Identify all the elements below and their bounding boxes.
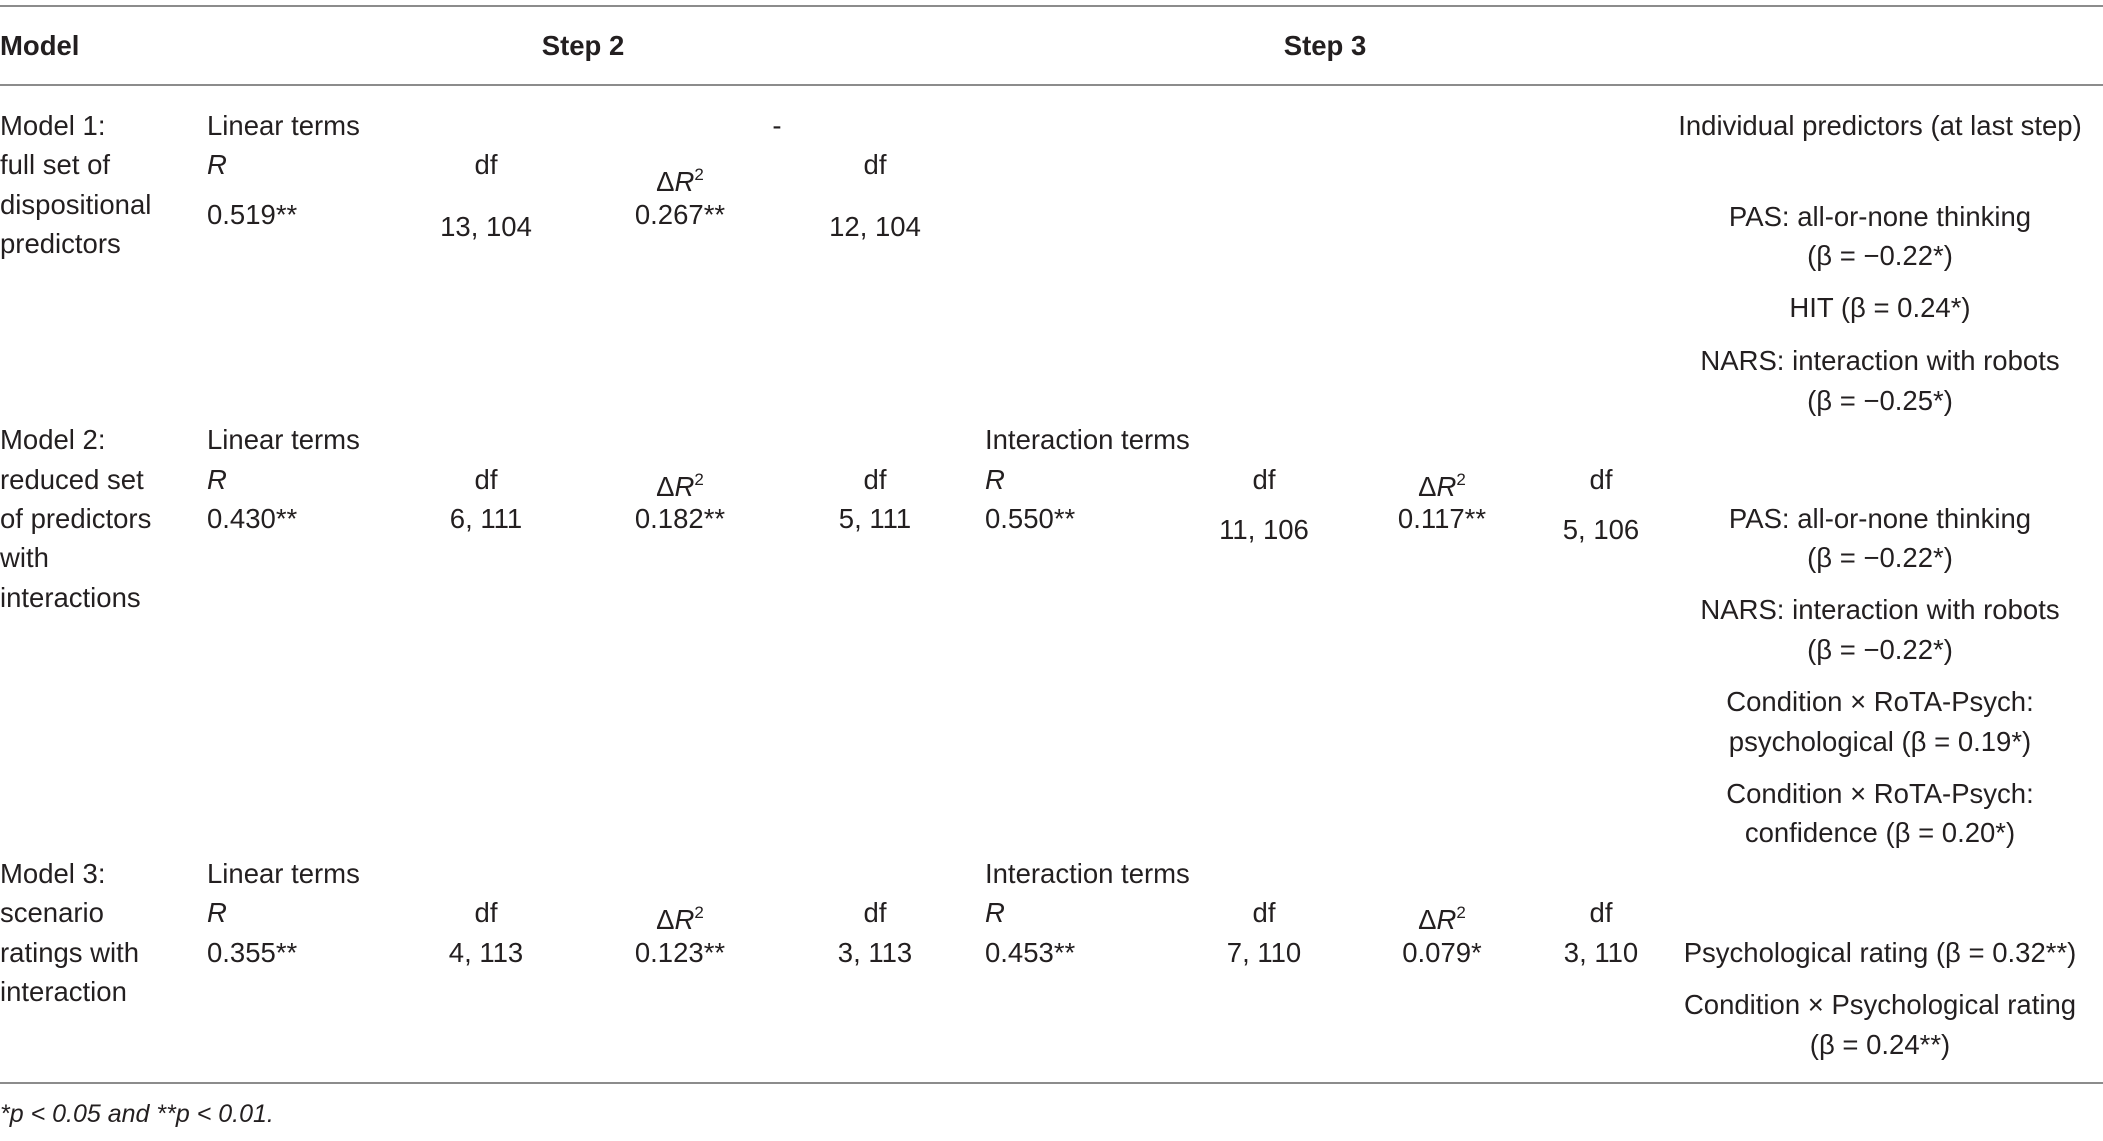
r2-base: R <box>1436 904 1457 935</box>
predictor-line: confidence (β = 0.20*) <box>1744 817 2016 848</box>
step2-r-df: 6, 111 <box>449 503 523 534</box>
table-footnote: *p < 0.05 and **p < 0.01. <box>0 1100 274 1128</box>
step2-r-value: 0.430** <box>207 503 298 534</box>
delta-r2-label: ΔR2 <box>620 460 740 507</box>
step3-dr2-df: 5, 106 <box>1562 514 1640 545</box>
df-label: df <box>1252 464 1276 495</box>
predictor-line: PAS: all-or-none thinking <box>1728 503 2032 534</box>
predictor-line: HIT (β = 0.24*) <box>1789 292 1971 323</box>
step3-dr2-value: 0.117** <box>1397 503 1487 534</box>
delta-symbol: Δ <box>1418 471 1437 502</box>
predictor-line: psychological (β = 0.19*) <box>1728 726 2032 757</box>
step3-dr2-df: 3, 110 <box>1563 937 1639 968</box>
predictor-line: Condition × RoTA-Psych: <box>1726 686 2034 717</box>
step3-r-value: 0.453** <box>985 937 1076 968</box>
r2-sup: 2 <box>1456 470 1466 489</box>
model-line: Model 2: <box>0 424 106 455</box>
model-line: Model 1: <box>0 110 106 141</box>
r2-base: R <box>674 904 695 935</box>
delta-r2-label: ΔR2 <box>1382 460 1502 507</box>
step3-r-df: 7, 110 <box>1226 937 1302 968</box>
step2-dr2-value: 0.182** <box>634 503 726 534</box>
df-label: df <box>863 897 887 928</box>
individual-predictors-header: Individual predictors (at last step) <box>1678 110 2082 141</box>
step2-r-value: 0.519** <box>207 199 298 230</box>
top-rule <box>0 5 2103 7</box>
r2-base: R <box>1436 471 1457 502</box>
interaction-terms-label: Interaction terms <box>985 858 1190 889</box>
step3-dash: - <box>772 110 782 141</box>
delta-symbol: Δ <box>1418 904 1437 935</box>
predictor-line: Condition × Psychological rating <box>1683 989 2077 1020</box>
predictor-line: (β = −0.22*) <box>1807 240 1953 271</box>
header-rule <box>0 84 2103 86</box>
delta-r2-label: ΔR2 <box>620 155 740 202</box>
delta-symbol: Δ <box>656 166 675 197</box>
predictor-line: NARS: interaction with robots <box>1700 594 2060 625</box>
model-line: reduced set <box>0 464 144 495</box>
predictor-line: (β = −0.22*) <box>1807 542 1953 573</box>
model-line: ratings with <box>0 937 140 968</box>
linear-terms-label: Linear terms <box>207 110 360 141</box>
model-line: of predictors <box>0 503 152 534</box>
model-line: scenario <box>0 897 104 928</box>
model-line: Model 3: <box>0 858 106 889</box>
r-label: R <box>985 464 1005 495</box>
df-label: df <box>863 149 887 180</box>
header-step3: Step 3 <box>1283 30 1367 61</box>
step2-dr2-df: 12, 104 <box>829 211 921 242</box>
step2-dr2-value: 0.123** <box>634 937 726 968</box>
df-label: df <box>1589 897 1613 928</box>
r-label: R <box>207 149 227 180</box>
step2-dr2-value: 0.267** <box>634 199 726 230</box>
predictor-line: Condition × RoTA-Psych: <box>1726 778 2034 809</box>
r2-sup: 2 <box>694 903 704 922</box>
df-label: df <box>1252 897 1276 928</box>
r-label: R <box>985 897 1005 928</box>
model-line: interactions <box>0 582 141 613</box>
model-line: with <box>0 542 49 573</box>
step2-r-df: 4, 113 <box>448 937 524 968</box>
model-line: dispositional <box>0 189 152 220</box>
model-line: full set of <box>0 149 111 180</box>
delta-r2-label: ΔR2 <box>620 893 740 940</box>
interaction-terms-label: Interaction terms <box>985 424 1190 455</box>
predictor-line: (β = −0.25*) <box>1807 385 1953 416</box>
r2-sup: 2 <box>1456 903 1466 922</box>
predictor-line: NARS: interaction with robots <box>1700 345 2060 376</box>
model-line: interaction <box>0 976 127 1007</box>
step2-r-value: 0.355** <box>207 937 298 968</box>
step3-r-df: 11, 106 <box>1219 514 1309 545</box>
r-label: R <box>207 464 227 495</box>
delta-symbol: Δ <box>656 904 675 935</box>
step2-dr2-df: 5, 111 <box>838 503 912 534</box>
header-step2: Step 2 <box>541 30 625 61</box>
r2-base: R <box>674 471 695 502</box>
df-label: df <box>1589 464 1613 495</box>
df-label: df <box>863 464 887 495</box>
df-label: df <box>474 149 498 180</box>
bottom-rule <box>0 1082 2103 1084</box>
predictor-line: (β = 0.24**) <box>1809 1029 1951 1060</box>
predictor-line: (β = −0.22*) <box>1807 634 1953 665</box>
delta-r2-label: ΔR2 <box>1382 893 1502 940</box>
step2-dr2-df: 3, 113 <box>837 937 913 968</box>
r2-base: R <box>674 166 695 197</box>
step3-r-value: 0.550** <box>985 503 1076 534</box>
header-model: Model <box>0 30 80 61</box>
predictor-line: PAS: all-or-none thinking <box>1728 201 2032 232</box>
r2-sup: 2 <box>694 470 704 489</box>
step2-r-df: 13, 104 <box>440 211 532 242</box>
df-label: df <box>474 464 498 495</box>
r2-sup: 2 <box>694 165 704 184</box>
predictor-line: Psychological rating (β = 0.32**) <box>1683 937 2077 968</box>
linear-terms-label: Linear terms <box>207 858 360 889</box>
linear-terms-label: Linear terms <box>207 424 360 455</box>
r-label: R <box>207 897 227 928</box>
delta-symbol: Δ <box>656 471 675 502</box>
df-label: df <box>474 897 498 928</box>
model-line: predictors <box>0 228 121 259</box>
step3-dr2-value: 0.079* <box>1402 937 1482 968</box>
